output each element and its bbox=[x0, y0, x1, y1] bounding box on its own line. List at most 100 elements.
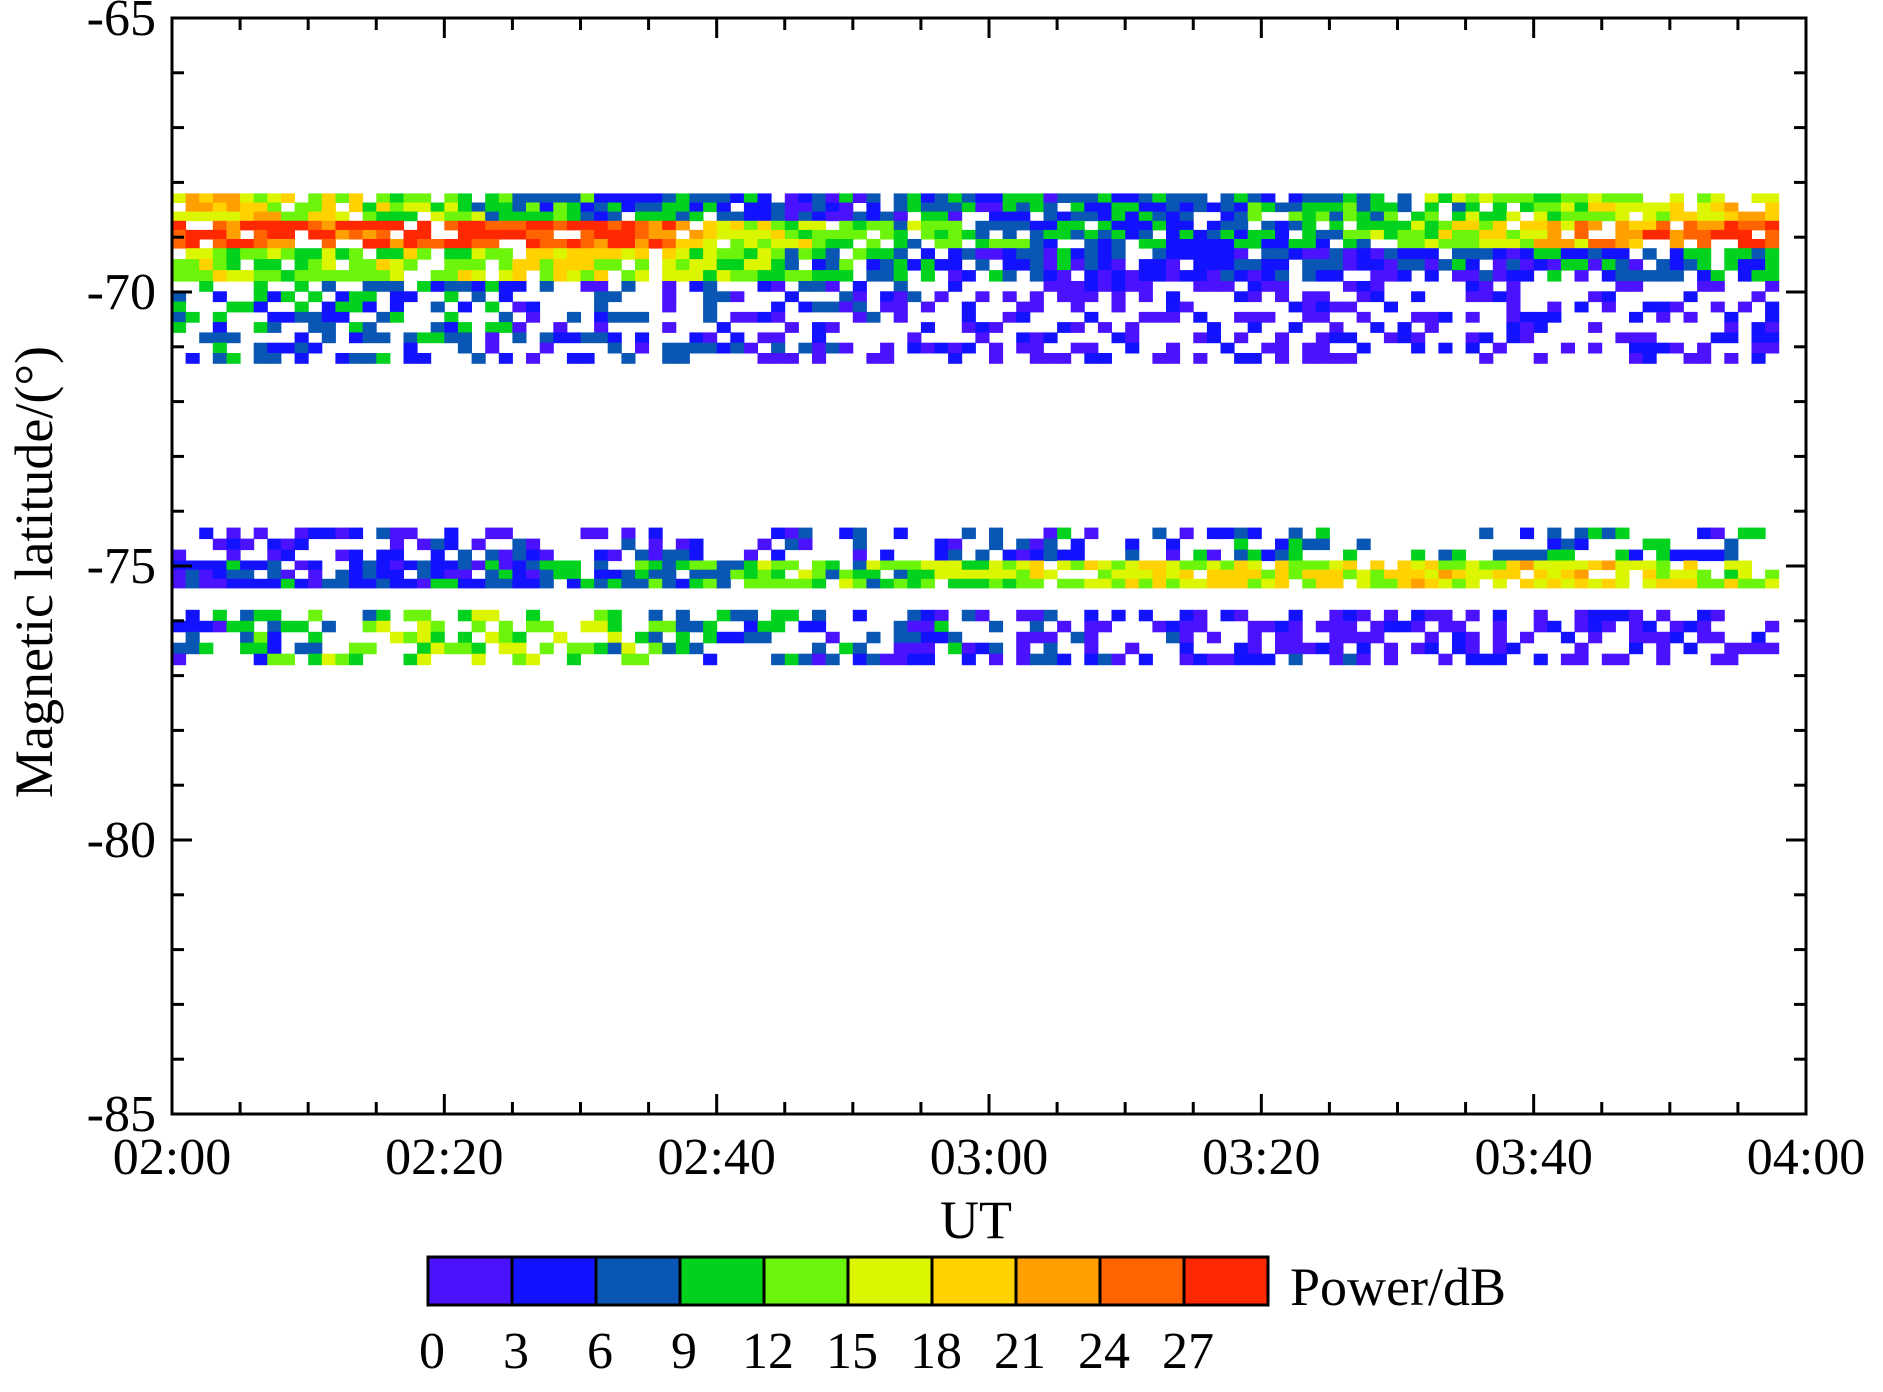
heatmap-cell bbox=[948, 342, 963, 354]
heatmap-cell bbox=[267, 653, 282, 666]
heatmap-cell bbox=[1166, 549, 1181, 562]
heatmap-cell bbox=[1125, 193, 1140, 203]
heatmap-cell bbox=[621, 193, 636, 203]
heatmap-cell bbox=[212, 538, 227, 551]
heatmap-cell bbox=[948, 259, 963, 271]
heatmap-cell bbox=[852, 653, 867, 666]
heatmap-cell bbox=[485, 631, 500, 644]
heatmap-cell bbox=[730, 259, 745, 271]
heatmap-cell bbox=[185, 642, 200, 655]
heatmap-cell bbox=[389, 527, 404, 540]
heatmap-cell bbox=[784, 229, 799, 240]
heatmap-cell bbox=[1220, 259, 1235, 271]
heatmap-cell bbox=[594, 527, 609, 540]
heatmap-cell bbox=[1710, 578, 1725, 589]
colorbar-tick-label: 24 bbox=[1078, 1323, 1130, 1380]
heatmap-cell bbox=[580, 220, 595, 231]
heatmap-cell bbox=[512, 202, 527, 213]
heatmap-cell bbox=[716, 322, 731, 333]
heatmap-cell bbox=[920, 259, 935, 271]
heatmap-cell bbox=[798, 653, 813, 666]
heatmap-cell bbox=[240, 538, 255, 551]
heatmap-cell bbox=[866, 239, 881, 249]
heatmap-cell bbox=[825, 281, 840, 292]
heatmap-cell bbox=[1016, 220, 1031, 231]
heatmap-cell bbox=[1029, 538, 1044, 551]
heatmap-cell bbox=[1356, 229, 1371, 240]
heatmap-cell bbox=[267, 560, 282, 571]
heatmap-cell bbox=[1329, 620, 1344, 633]
heatmap-cell bbox=[1629, 560, 1644, 571]
heatmap-cell bbox=[798, 239, 813, 249]
heatmap-cell bbox=[798, 248, 813, 260]
heatmap-cell bbox=[1302, 229, 1317, 240]
heatmap-cell bbox=[1288, 560, 1303, 571]
heatmap-cell bbox=[1710, 211, 1725, 222]
heatmap-cell bbox=[1588, 342, 1603, 354]
heatmap-cell bbox=[1166, 239, 1181, 249]
heatmap-cell bbox=[730, 270, 745, 282]
heatmap-cell bbox=[267, 538, 282, 551]
heatmap-cell bbox=[784, 538, 799, 551]
heatmap-cell bbox=[1111, 653, 1126, 666]
heatmap-cell bbox=[566, 569, 581, 580]
heatmap-cell bbox=[1166, 342, 1181, 354]
heatmap-cell bbox=[662, 270, 677, 282]
heatmap-cell bbox=[812, 353, 827, 364]
heatmap-cell bbox=[1724, 578, 1739, 589]
heatmap-cell bbox=[1560, 193, 1575, 203]
heatmap-cell bbox=[648, 193, 663, 203]
heatmap-cell bbox=[730, 311, 745, 323]
heatmap-cell bbox=[1452, 220, 1467, 231]
heatmap-cell bbox=[607, 578, 622, 589]
heatmap-cell bbox=[240, 301, 255, 313]
heatmap-cell bbox=[1125, 322, 1140, 333]
heatmap-cell bbox=[1247, 229, 1262, 240]
heatmap-cell bbox=[1615, 259, 1630, 271]
heatmap-cell bbox=[1642, 538, 1657, 551]
heatmap-cell bbox=[1452, 569, 1467, 580]
heatmap-cell bbox=[1506, 322, 1521, 333]
heatmap-cell bbox=[240, 239, 255, 249]
heatmap-cell bbox=[1588, 578, 1603, 589]
heatmap-cell bbox=[1479, 560, 1494, 571]
heatmap-cell bbox=[1302, 642, 1317, 655]
heatmap-cell bbox=[1533, 229, 1548, 240]
heatmap-cell bbox=[1574, 609, 1589, 622]
heatmap-cell bbox=[185, 248, 200, 260]
heatmap-cell bbox=[1669, 631, 1684, 644]
heatmap-cell bbox=[703, 291, 718, 303]
heatmap-cell bbox=[594, 239, 609, 249]
heatmap-cell bbox=[1220, 342, 1235, 354]
heatmap-cell bbox=[798, 342, 813, 354]
heatmap-cell bbox=[1424, 259, 1439, 271]
heatmap-cell bbox=[294, 332, 309, 344]
heatmap-cell bbox=[1452, 193, 1467, 203]
heatmap-cell bbox=[1166, 301, 1181, 313]
heatmap-cell bbox=[1302, 291, 1317, 303]
heatmap-cell bbox=[880, 301, 895, 313]
heatmap-cell bbox=[253, 653, 268, 666]
heatmap-cell bbox=[1724, 538, 1739, 551]
heatmap-cell bbox=[1275, 281, 1290, 292]
heatmap-cell bbox=[607, 342, 622, 354]
colorbar-swatch bbox=[930, 1255, 1018, 1307]
heatmap-cell bbox=[1656, 220, 1671, 231]
heatmap-cell bbox=[417, 560, 432, 571]
heatmap-cell bbox=[1043, 248, 1058, 260]
heatmap-cell bbox=[1424, 220, 1439, 231]
heatmap-cell bbox=[1097, 560, 1112, 571]
heatmap-cell bbox=[975, 239, 990, 249]
heatmap-cell bbox=[280, 229, 295, 240]
heatmap-cell bbox=[1383, 220, 1398, 231]
heatmap-cell bbox=[362, 301, 377, 313]
heatmap-cell bbox=[1724, 332, 1739, 344]
heatmap-cell bbox=[172, 220, 187, 231]
heatmap-cell bbox=[1492, 560, 1507, 571]
heatmap-cell bbox=[1220, 281, 1235, 292]
heatmap-cell bbox=[893, 270, 908, 282]
heatmap-cell bbox=[675, 620, 690, 633]
heatmap-cell bbox=[376, 527, 391, 540]
heatmap-cell bbox=[839, 202, 854, 213]
heatmap-cell bbox=[457, 220, 472, 231]
